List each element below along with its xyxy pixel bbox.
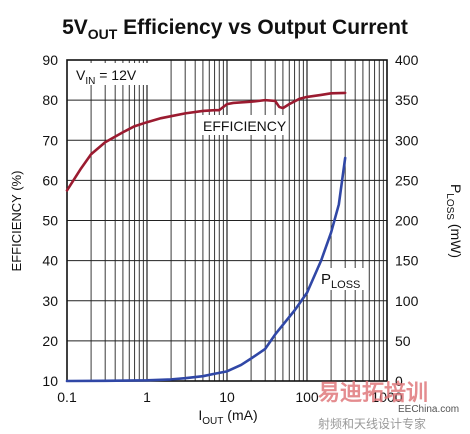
- y-right-tick-label: 300: [395, 132, 419, 148]
- chart-title: 5VOUT Efficiency vs Output Current: [62, 16, 408, 42]
- ploss-label: PLOSS: [319, 268, 367, 291]
- y-left-tick-label: 50: [42, 213, 58, 229]
- x-tick-label: 1000: [371, 389, 402, 405]
- ploss-label-bg: [319, 268, 367, 290]
- plot-frame: [66, 59, 388, 382]
- y-left-tick-label: 70: [42, 132, 58, 148]
- x-tick-label: 10: [219, 389, 235, 405]
- vin-annotation-text: VIN = 12V: [76, 67, 137, 87]
- y-left-tick-label: 60: [42, 172, 58, 188]
- y-right-tick-label: 100: [395, 293, 419, 309]
- y-left-tick-label: 20: [42, 333, 58, 349]
- y-axis-left-label: EFFICIENCY (%): [9, 171, 24, 272]
- y-right-tick-label: 150: [395, 253, 419, 269]
- y-left-tick-label: 90: [42, 52, 58, 68]
- y-left-tick-label: 80: [42, 92, 58, 108]
- efficiency-label-text: EFFICIENCY: [203, 118, 287, 134]
- efficiency-label: EFFICIENCY: [200, 115, 287, 135]
- y-right-tick-label: 50: [395, 333, 411, 349]
- vin-annotation-bg: [70, 63, 150, 85]
- y-right-tick-label: 250: [395, 172, 419, 188]
- watermark-brand: 易迪拓培训: [318, 380, 428, 406]
- series-line-efficiency: [65, 91, 347, 192]
- x-tick-label: 1: [143, 389, 151, 405]
- y-axis-right-label: PLOSS (mW): [444, 184, 464, 258]
- x-tick-label: 0.1: [57, 389, 77, 405]
- y-left-tick-label: 30: [42, 293, 58, 309]
- y-right-tick-label: 400: [395, 52, 419, 68]
- y-right-tick-label: 200: [395, 213, 419, 229]
- x-tick-label: 100: [295, 389, 319, 405]
- grid: [67, 60, 387, 381]
- watermark: 易迪拓培训 EEChina.com 射频和天线设计专家: [318, 380, 459, 431]
- x-axis-label: IOUT (mA): [198, 407, 257, 427]
- efficiency-label-bg: [200, 115, 286, 135]
- y-left-tick-label: 40: [42, 253, 58, 269]
- series-layer: [65, 91, 347, 383]
- watermark-slogan: 射频和天线设计专家: [318, 416, 426, 431]
- y-right-tick-label: 0: [395, 373, 403, 389]
- y-right-tick-label: 350: [395, 92, 419, 108]
- vin-annotation: VIN = 12V: [70, 63, 150, 87]
- ploss-label-text: PLOSS: [321, 271, 360, 291]
- series-line-ploss: [65, 156, 347, 383]
- tick-labels: 0.1 1 10 100 1000 10 20 30 40 50 60 70 80 90 0 50 100 150…: [42, 52, 418, 405]
- y-left-tick-label: 10: [42, 373, 58, 389]
- watermark-site: EEChina.com: [398, 404, 459, 415]
